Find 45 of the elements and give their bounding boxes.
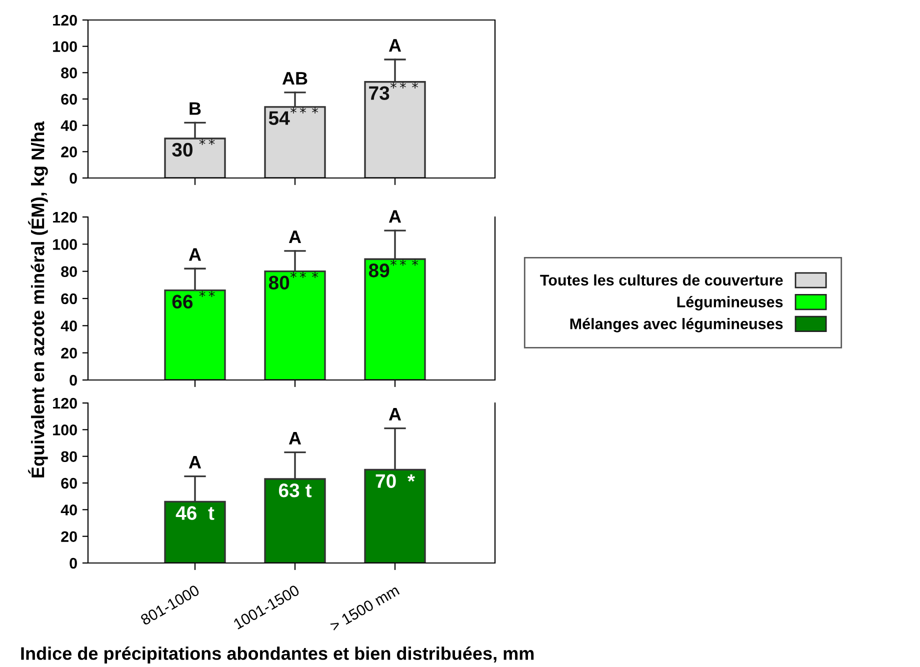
y-tick-label: 80 (61, 266, 77, 278)
y-tick-label: 40 (60, 320, 77, 332)
y-tick-label: 60 (61, 478, 77, 489)
data-label: 66 $^{**}$ (172, 290, 215, 309)
annotation: AB (282, 72, 308, 85)
data-label: 73$^{***}$ (369, 82, 418, 100)
data-label: 63 t (278, 484, 312, 498)
legend-label: Légumineuses (677, 296, 783, 310)
y-tick-label: 40 (60, 120, 77, 132)
y-tick-label: 20 (61, 531, 77, 542)
data-label: 80$^{***}$ (268, 272, 318, 290)
y-tick-label: 0 (70, 172, 77, 184)
y-tick-label: 60 (61, 94, 77, 105)
legend-label: Mélanges avec légumineuses (570, 318, 783, 332)
x-axis-title: Indice de précipitations abondantes et bien distribuées, mm (21, 646, 534, 664)
annotation: A (288, 432, 302, 444)
data-label: 46 t (176, 506, 214, 520)
y-tick-label: 80 (61, 451, 77, 462)
y-tick-label: 60 (61, 293, 77, 304)
data-label: 70 * (376, 474, 415, 488)
annotation: A (288, 230, 302, 244)
y-tick-label: 100 (53, 424, 77, 436)
y-tick-label: 120 (53, 398, 77, 409)
y-tick-label: 20 (61, 348, 77, 359)
y-tick-label: 20 (61, 146, 77, 158)
y-tick-label: 100 (53, 239, 77, 250)
data-label: 54$^{***}$ (268, 107, 318, 125)
y-axis-title: Équivalent en azote minéral (ÉM), kg N/ha (28, 121, 48, 478)
legend-label: Toutes les cultures de couverture (540, 274, 783, 286)
annotation: A (388, 210, 402, 223)
y-tick-label: 0 (70, 558, 77, 569)
x-tick-label: > 1500 mm (329, 584, 400, 632)
annotation: A (188, 248, 202, 261)
y-tick-label: 120 (53, 14, 77, 26)
data-label: 30 $^{**}$ (172, 138, 215, 157)
annotation: B (190, 102, 201, 115)
y-tick-label: 40 (60, 504, 77, 516)
annotation: A (388, 408, 402, 420)
annotation: A (188, 456, 202, 468)
y-tick-label: 0 (70, 374, 77, 386)
data-label: 89$^{***}$ (368, 260, 418, 278)
y-tick-label: 120 (53, 212, 77, 223)
annotation: A (388, 39, 402, 52)
y-tick-label: 100 (53, 41, 77, 52)
y-tick-label: 80 (61, 68, 77, 78)
